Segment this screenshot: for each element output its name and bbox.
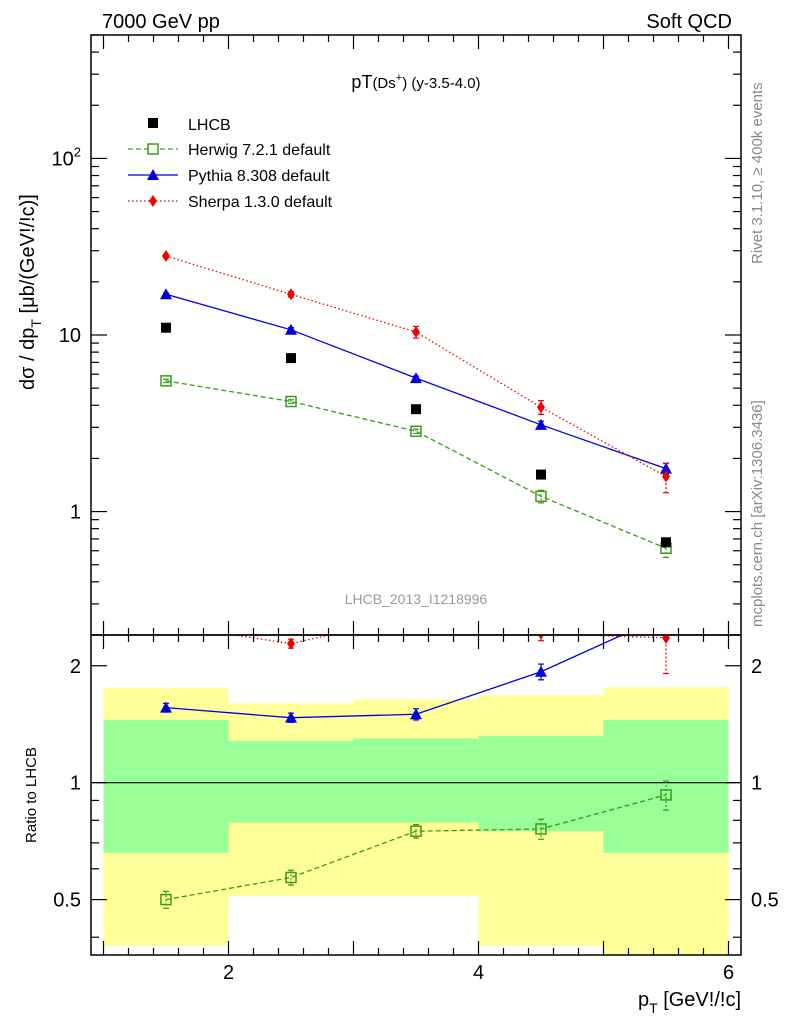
main-herwig-point (535, 490, 547, 503)
main-lhcb-point (286, 353, 296, 364)
main-pythia-point (410, 372, 422, 384)
main-plot-title: pT(Ds+) (y-3.5-4.0) (351, 72, 480, 92)
main-y-tick-label: 10 (59, 325, 81, 347)
header-right-label: Soft QCD (646, 11, 732, 33)
ratio-y-tick-label-right: 1 (751, 773, 762, 795)
ratio-herwig-point (160, 893, 172, 906)
main-pythia-point (160, 288, 172, 300)
ratio-y-tick-label: 2 (70, 656, 81, 678)
ratio-plot-frame (90, 634, 742, 956)
main-sherpa-point (537, 401, 545, 414)
ratio-herwig-point (660, 789, 672, 801)
legend-lhcb-label: LHCB (188, 117, 231, 134)
legend-item-lhcb: LHCB (148, 117, 231, 134)
main-axis-ticks: 1 10 102 (52, 34, 741, 636)
legend-item-pythia: Pythia 8.308 default (128, 168, 330, 185)
ratio-herwig-line (165, 794, 667, 901)
main-sherpa-point (662, 470, 670, 483)
ratio-herwig-point (535, 823, 547, 835)
ratio-y-tick-label-right: 0.5 (751, 890, 779, 912)
main-herwig-point (410, 425, 422, 438)
ratio-sherpa-point (412, 609, 420, 621)
legend-item-sherpa: Sherpa 1.3.0 default (128, 194, 333, 211)
main-herwig-point (160, 375, 172, 387)
legend-pythia-marker (147, 169, 159, 180)
ratio-sherpa-line (229, 635, 667, 645)
ratio-series-group (160, 609, 672, 909)
ratio-pythia-point (660, 609, 672, 620)
legend-sherpa-marker (149, 195, 157, 207)
main-sherpa-line (165, 255, 667, 478)
ratio-pythia-point (535, 665, 547, 677)
main-herwig-point (285, 395, 297, 408)
ratio-pythia-point (410, 708, 422, 720)
main-pythia-point (535, 418, 547, 430)
ratio-herwig-point (285, 871, 297, 884)
x-axis-label: pT [GeV!/!c] (638, 989, 741, 1016)
watermark-label: LHCB_2013_I1218996 (345, 591, 488, 607)
ratio-y-tick-label: 1 (70, 773, 81, 795)
ratio-band-inner (478, 735, 604, 832)
header-left-label: 7000 GeV pp (102, 11, 220, 33)
main-lhcb-point (411, 404, 421, 415)
ratio-y-axis-label: Ratio to LHCB (23, 747, 40, 843)
main-sherpa-point (287, 288, 295, 301)
main-pythia-point (285, 323, 297, 335)
rivet-label: Rivet 3.1.10, ≥ 400k events (749, 82, 766, 264)
ratio-sherpa-point (287, 637, 295, 650)
ratio-uncertainty-bands (103, 687, 729, 955)
ratio-band-inner (353, 738, 479, 823)
legend-pythia-label: Pythia 8.308 default (188, 168, 330, 185)
ratio-y-tick-label: 0.5 (53, 890, 81, 912)
ratio-y-tick-label-right: 2 (751, 656, 762, 678)
x-tick-label: 2 (223, 962, 234, 984)
main-y-tick-label: 102 (52, 144, 81, 170)
main-lhcb-point (661, 537, 671, 548)
legend-item-herwig: Herwig 7.2.1 default (128, 142, 331, 159)
ratio-sherpa-point (537, 635, 545, 640)
main-sherpa-point (162, 250, 170, 263)
main-herwig-line (165, 380, 667, 549)
legend: LHCB Herwig 7.2.1 default Pythia 8.308 d… (128, 117, 333, 211)
main-lhcb-point (161, 322, 171, 333)
legend-herwig-marker (147, 143, 159, 155)
mcplots-label: mcplots.cern.ch [arXiv:1306.3436] (749, 400, 766, 627)
main-sherpa-point (412, 325, 420, 338)
ratio-pythia-point (160, 701, 172, 713)
main-plot: pT(Ds+) (y-3.5-4.0) dσ / dpT [μb/(GeV!/!… (17, 34, 742, 636)
ratio-band-inner (103, 719, 229, 853)
ratio-sherpa-point (662, 635, 670, 644)
main-y-tick-label: 1 (70, 502, 81, 524)
ratio-axis-ticks: 2 4 6 0.5 0.5 1 1 2 2 (53, 635, 779, 984)
x-tick-label: 4 (473, 962, 484, 984)
main-lhcb-point (536, 469, 546, 480)
legend-herwig-label: Herwig 7.2.1 default (188, 142, 331, 159)
ratio-sherpa-point (162, 619, 170, 631)
main-series-group (160, 250, 672, 559)
ratio-herwig-point (410, 825, 422, 837)
main-y-axis-label: dσ / dpT [μb/(GeV!/!c)] (17, 194, 44, 390)
ratio-band-inner (228, 741, 354, 823)
x-tick-label: 6 (723, 962, 734, 984)
legend-sherpa-label: Sherpa 1.3.0 default (188, 194, 333, 211)
ratio-plot: 2 4 6 0.5 0.5 1 1 2 2 Ratio to LHCB pT [GeV!/!c] (23, 609, 779, 1016)
legend-lhcb-marker (148, 118, 158, 128)
ratio-pythia-point (285, 711, 297, 723)
